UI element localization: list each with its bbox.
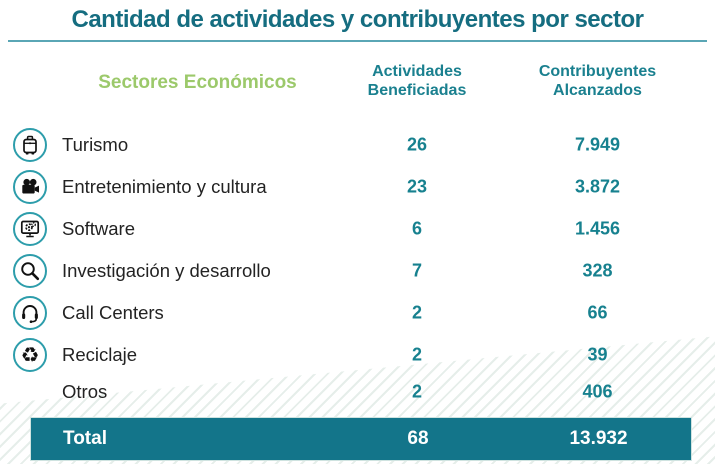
- sector-label: Investigación y desarrollo: [62, 260, 271, 281]
- table-row-call-centers: Call Centers 2 66: [0, 292, 715, 334]
- sector-label: Turismo: [62, 134, 129, 155]
- contributors-value: 406: [582, 381, 613, 402]
- column-header-activities-line1: Actividades: [372, 63, 462, 80]
- contributors-value: 328: [582, 260, 613, 281]
- contributors-value: 7.949: [574, 134, 621, 155]
- page-title: Cantidad de actividades y contribuyentes…: [71, 6, 645, 33]
- sector-label: Software: [62, 218, 136, 239]
- headset-icon: [13, 296, 47, 330]
- contributors-value: 1.456: [574, 218, 621, 239]
- column-header-contributors: Contribuyentes Alcanzados: [525, 62, 670, 100]
- sector-label: Otros: [62, 381, 108, 402]
- activities-value: 2: [411, 381, 422, 402]
- contributors-value: 66: [587, 302, 608, 323]
- table-row-software: Software 6 1.456: [0, 208, 715, 250]
- contributors-value: 3.872: [574, 176, 621, 197]
- total-contributors-value: 13.932: [569, 428, 628, 449]
- table-row-turismo: Turismo 26 7.949: [0, 124, 715, 166]
- magnifier-icon: [13, 254, 47, 288]
- title-underline: [8, 40, 707, 42]
- total-label: Total: [63, 428, 107, 449]
- table-row-otros: Otros 2 406: [0, 371, 715, 413]
- table-row-reciclaje: ♻ Reciclaje 2 39: [0, 334, 715, 376]
- activities-value: 6: [411, 218, 422, 239]
- table-row-investigacion: Investigación y desarrollo 7 328: [0, 250, 715, 292]
- software-monitor-icon: [13, 212, 47, 246]
- table-row-entretenimiento: Entretenimiento y cultura 23 3.872: [0, 166, 715, 208]
- activities-value: 2: [411, 344, 422, 365]
- column-header-contributors-line1: Contribuyentes: [538, 63, 657, 80]
- sector-label: Reciclaje: [62, 344, 138, 365]
- sector-label: Entretenimiento y cultura: [62, 176, 267, 197]
- column-header-activities-line2: Beneficiadas: [367, 82, 467, 99]
- total-activities-value: 68: [407, 428, 429, 449]
- sector-label: Call Centers: [62, 302, 164, 323]
- total-row: Total 68 13.932: [30, 417, 692, 461]
- recycle-icon: ♻: [13, 338, 47, 372]
- activities-value: 23: [406, 176, 428, 197]
- column-header-activities: Actividades Beneficiadas: [350, 62, 484, 100]
- activities-value: 26: [406, 134, 428, 155]
- column-header-contributors-line2: Alcanzados: [553, 82, 642, 99]
- luggage-icon: [13, 128, 47, 162]
- movie-camera-icon: [13, 170, 47, 204]
- activities-value: 2: [411, 302, 422, 323]
- activities-value: 7: [411, 260, 422, 281]
- contributors-value: 39: [587, 344, 608, 365]
- column-header-sectors: Sectores Económicos: [98, 72, 297, 93]
